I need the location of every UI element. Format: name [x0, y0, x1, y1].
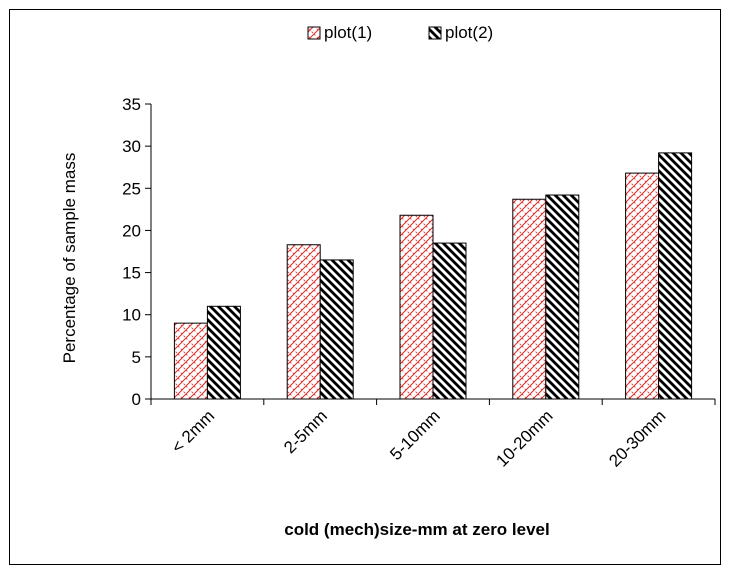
- bar-series-1-4: [625, 172, 660, 400]
- x-axis-title: cold (mech)size-mm at zero level: [284, 520, 549, 539]
- legend: plot(1) plot(2): [307, 23, 493, 42]
- bar-series-2-2: [432, 242, 467, 400]
- x-tick-label: 10-20mm: [492, 406, 556, 470]
- legend-swatch-series-1: [307, 26, 321, 40]
- bars: [173, 152, 693, 400]
- y-tick-label: 10: [122, 306, 141, 325]
- bar-series-1-2: [399, 214, 434, 400]
- y-tick-label: 20: [122, 221, 141, 240]
- y-tick-label: 35: [122, 95, 141, 114]
- bar-chart: plot(1) plot(2) Percentage of sample mas…: [60, 23, 716, 539]
- bar-series-2-0: [206, 305, 241, 400]
- x-tick-label: 20-30mm: [605, 406, 669, 470]
- legend-label-series-2: plot(2): [445, 23, 493, 42]
- y-tick-label: 15: [122, 264, 141, 283]
- bar-series-2-4: [658, 152, 693, 400]
- bar-series-1-1: [286, 244, 321, 400]
- bar-series-1-0: [173, 322, 208, 400]
- x-axis-ticks: < 2mm 2-5mm 5-10mm 10-20mm 20-30mm: [150, 399, 716, 471]
- y-tick-label: 30: [122, 137, 141, 156]
- bar-series-1-3: [512, 198, 547, 400]
- y-tick-label: 0: [132, 390, 141, 409]
- axes: [150, 104, 715, 400]
- legend-swatch-series-2: [428, 26, 442, 40]
- legend-label-series-1: plot(1): [324, 23, 372, 42]
- x-tick-label: < 2mm: [168, 406, 219, 457]
- y-axis-ticks: 0 5 10 15 20 25 30 35: [122, 95, 151, 409]
- x-tick-label: 5-10mm: [386, 406, 444, 464]
- y-tick-label: 25: [122, 179, 141, 198]
- y-tick-label: 5: [132, 348, 141, 367]
- y-axis-title: Percentage of sample mass: [60, 153, 79, 364]
- bar-series-2-1: [319, 259, 354, 400]
- x-tick-label: 2-5mm: [280, 406, 331, 457]
- chart-frame: plot(1) plot(2) Percentage of sample mas…: [9, 9, 721, 565]
- bar-series-2-3: [545, 194, 580, 400]
